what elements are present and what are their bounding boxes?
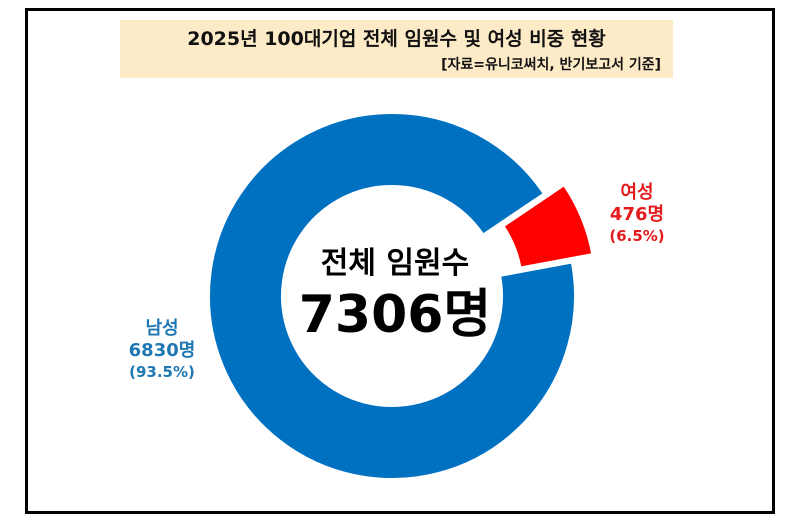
- center-total: 7306명: [298, 285, 492, 345]
- male-percent: (93.5%): [129, 363, 195, 381]
- male-slice-label: 남성 6830명 (93.5%): [112, 318, 212, 382]
- donut-slices: [208, 112, 594, 480]
- female-slice-label: 여성 476명 (6.5%): [592, 182, 682, 246]
- chart-title: 2025년 100대기업 전체 임원수 및 여성 비중 현황: [187, 28, 606, 50]
- male-slice: [208, 112, 576, 480]
- male-name: 남성: [145, 318, 179, 339]
- center-label: 전체 임원수: [320, 246, 470, 281]
- female-count: 476명: [609, 204, 665, 225]
- title-box: 2025년 100대기업 전체 임원수 및 여성 비중 현황 [자료=유니코써치…: [120, 20, 673, 78]
- female-percent: (6.5%): [609, 227, 665, 245]
- female-name: 여성: [620, 182, 654, 203]
- source-note: [자료=유니코써치, 반기보고서 기준]: [441, 57, 661, 73]
- male-count: 6830명: [128, 340, 196, 361]
- female-slice: [502, 183, 594, 269]
